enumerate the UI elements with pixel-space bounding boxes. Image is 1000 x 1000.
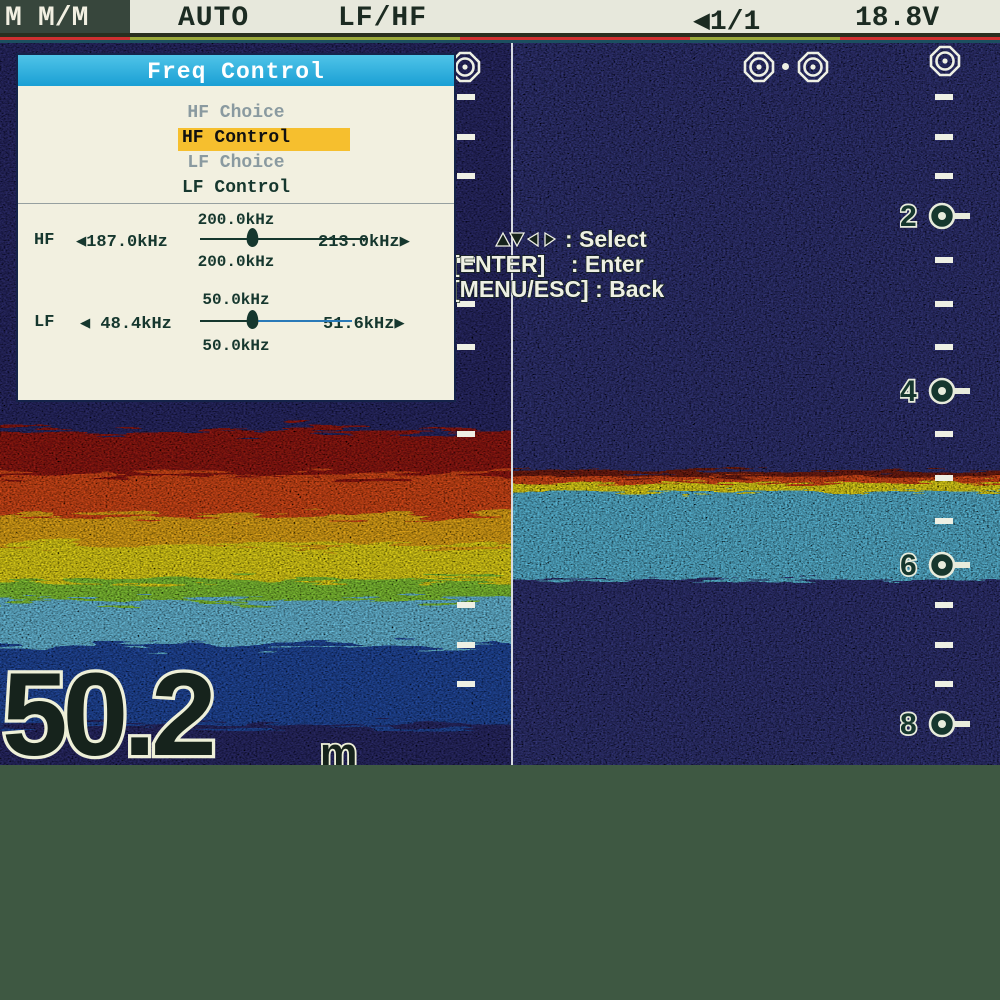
svg-text:8: 8 xyxy=(900,708,917,741)
svg-text:m: m xyxy=(320,729,357,765)
svg-text:[ENTER] : Enter: [ENTER] : Enter xyxy=(452,251,644,277)
svg-text:[MENU/ESC] : Back: [MENU/ESC] : Back xyxy=(452,276,664,302)
svg-text:: Select: : Select xyxy=(565,226,647,252)
svg-text:6: 6 xyxy=(900,549,917,582)
svg-text:50.2: 50.2 xyxy=(2,655,212,765)
svg-text:4: 4 xyxy=(900,375,917,408)
